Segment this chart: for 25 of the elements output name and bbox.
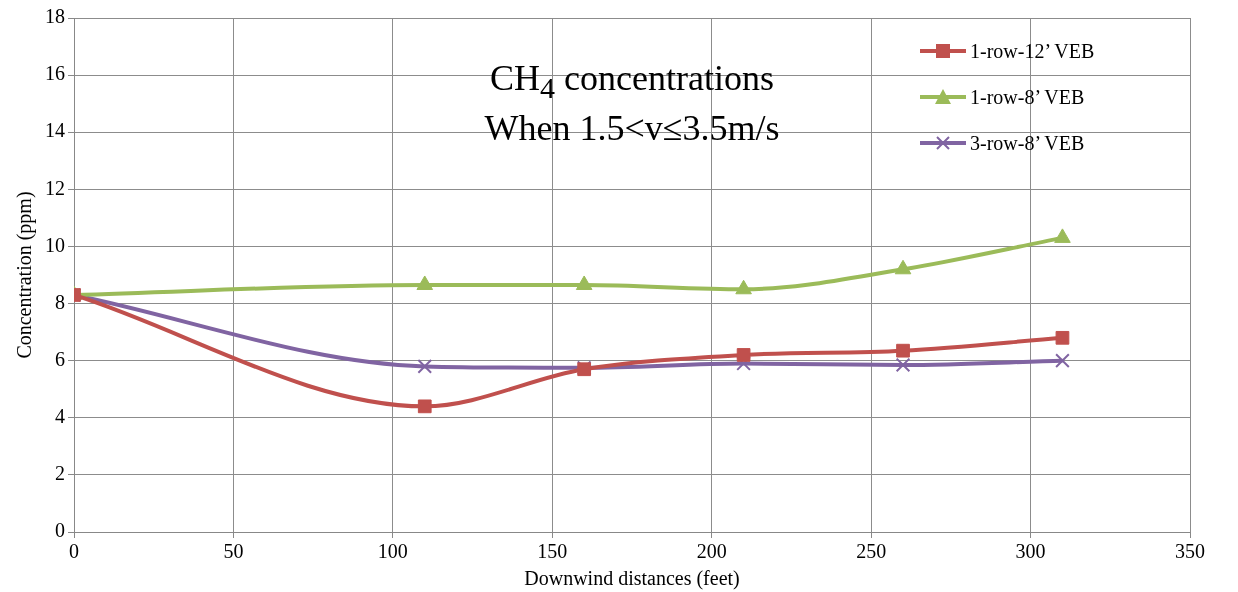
x-tick-label: 50: [223, 540, 244, 563]
x-tick-label: 100: [377, 540, 408, 563]
y-tick-label: 12: [45, 176, 65, 199]
text: CH$_{4}$ concentrations: [489, 58, 775, 107]
y-tick-label: 2: [55, 462, 65, 485]
legend-label: 3-row-8’ VEB: [970, 131, 1085, 155]
x-axis-title: Downwind distances (feet): [524, 567, 740, 591]
y-tick-label: 14: [45, 119, 65, 142]
y-tick-label: 4: [55, 405, 65, 428]
x-tick-label: 300: [1015, 540, 1046, 563]
y-tick-label: 10: [45, 233, 65, 256]
legend-label: 1-row-8’ VEB: [970, 85, 1085, 109]
x-tick-label: 350: [1175, 540, 1205, 563]
x-tick-label: 250: [856, 540, 887, 563]
y-tick-label: 16: [45, 62, 65, 85]
x-tick-label: 200: [696, 540, 727, 563]
legend-label: 1-row-12’ VEB: [970, 39, 1095, 63]
y-tick-label: 8: [55, 290, 65, 313]
x-tick-label: 150: [537, 540, 568, 563]
x-tick-label: 0: [69, 540, 79, 563]
y-tick-label: 18: [45, 5, 65, 28]
y-tick-label: 6: [55, 347, 65, 370]
text: When 1.5<v≤3.5m/s: [484, 108, 780, 149]
y-axis-title: Concentration (ppm): [13, 191, 37, 359]
y-tick-label: 0: [55, 519, 65, 542]
